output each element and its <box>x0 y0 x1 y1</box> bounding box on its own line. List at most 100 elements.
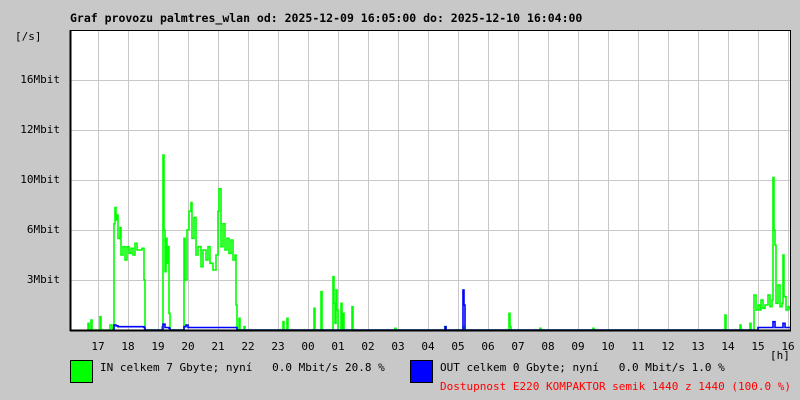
series-out-point <box>187 326 189 329</box>
series-in-point <box>767 294 769 296</box>
series-in-point <box>781 302 783 304</box>
series-out-point <box>784 326 786 329</box>
series-out-point <box>183 326 185 328</box>
series-out-point <box>774 326 776 329</box>
series-in-point <box>122 246 124 248</box>
series-in-point <box>184 279 186 281</box>
series-in-point <box>188 210 190 212</box>
series-in-point <box>232 259 234 261</box>
series-in-point <box>141 247 143 249</box>
series-in-point <box>167 246 169 248</box>
x-tick-label: 20 <box>181 340 195 353</box>
series-in-point <box>762 307 764 309</box>
series-in-point <box>509 326 511 328</box>
chart-title: Graf provozu palmtres_wlan od: 2025-12-0… <box>70 11 583 25</box>
series-in-point <box>130 247 132 249</box>
x-tick-label: 16 <box>781 340 795 353</box>
availability-text: Dostupnost E220 KOMPAKTOR semik 1440 z 1… <box>440 380 791 393</box>
series-in-point <box>238 317 240 319</box>
series-in-point <box>764 304 766 306</box>
series-out-point <box>117 326 119 328</box>
series-in-point <box>193 216 195 219</box>
series-in-point <box>332 276 334 278</box>
x-tick-label: 02 <box>361 340 375 353</box>
series-in-point <box>119 226 121 229</box>
series-out-point <box>444 326 446 328</box>
series-in-point <box>234 254 236 256</box>
series-in-point <box>782 254 784 256</box>
x-tick-label: 13 <box>691 340 705 353</box>
series-in-point <box>186 229 188 231</box>
series-in-point <box>134 242 136 244</box>
series-out-point <box>771 326 773 329</box>
series-in-point <box>777 284 779 286</box>
series-out-point <box>185 324 187 326</box>
series-in-point <box>351 306 353 308</box>
series-in-point <box>164 271 166 273</box>
series-in-point <box>779 306 781 308</box>
series-in-point <box>235 304 237 306</box>
series-in-point <box>592 327 594 329</box>
series-in-point <box>168 312 170 314</box>
series-in-point <box>769 306 771 308</box>
series-in-point <box>117 237 119 239</box>
series-out-point <box>782 322 784 324</box>
y-tick-label: 6Mbit <box>26 223 60 236</box>
series-in-point <box>136 249 138 251</box>
series-in-point <box>217 210 219 212</box>
y-tick-label: 10Mbit <box>20 173 60 186</box>
series-in-point <box>195 254 197 256</box>
series-out-point <box>463 304 465 306</box>
series-out-point <box>462 289 464 291</box>
x-tick-label: 09 <box>571 340 585 353</box>
y-axis-unit: [/s] <box>15 30 42 43</box>
series-out-point <box>164 326 166 329</box>
x-tick-label: 15 <box>751 340 765 353</box>
legend-out-label: OUT celkem 0 Gbyte; nyní 0.0 Mbit/s 1.0 … <box>440 361 725 374</box>
series-out-point <box>757 326 759 329</box>
series-in-point <box>90 319 92 321</box>
series-out-point <box>168 327 170 329</box>
series-out-point <box>772 321 774 323</box>
series-in-point <box>320 291 322 293</box>
series-out-point <box>113 324 115 326</box>
series-in-point <box>143 279 145 281</box>
series-in-point <box>163 229 165 231</box>
series-in-point <box>111 327 113 329</box>
series-in-point <box>200 266 202 268</box>
series-in-point <box>336 309 338 311</box>
series-in-point <box>190 201 192 204</box>
series-in-point <box>132 254 134 256</box>
x-tick-label: 06 <box>481 340 495 353</box>
series-in-point <box>87 322 89 324</box>
series-in-point <box>124 259 126 261</box>
x-tick-label: 17 <box>91 340 105 353</box>
series-in-point <box>162 154 164 156</box>
series-in-point <box>230 239 232 241</box>
series-in-point <box>771 299 773 301</box>
series-in-point <box>739 324 741 326</box>
series-out-point <box>115 325 117 327</box>
x-tick-label: 21 <box>211 340 225 353</box>
series-in-point <box>749 322 751 324</box>
x-tick-label: 11 <box>631 340 645 353</box>
y-tick-label: 12Mbit <box>20 123 60 136</box>
series-in-point <box>212 269 214 271</box>
series-in-point <box>724 314 726 316</box>
x-tick-label: 08 <box>541 340 555 353</box>
series-in-point <box>222 223 224 225</box>
series-in-point <box>340 302 342 304</box>
series-in-point <box>202 249 204 251</box>
series-in-point <box>759 309 761 311</box>
legend-in-swatch <box>70 360 93 383</box>
series-in-point <box>139 249 141 251</box>
series-in-point <box>243 326 245 328</box>
series-out-point <box>781 326 783 329</box>
series-in-point <box>773 229 775 231</box>
x-tick-label: 01 <box>331 340 345 353</box>
x-tick-label: 07 <box>511 340 525 353</box>
series-in-point <box>394 327 396 329</box>
series-in-point <box>126 246 128 248</box>
